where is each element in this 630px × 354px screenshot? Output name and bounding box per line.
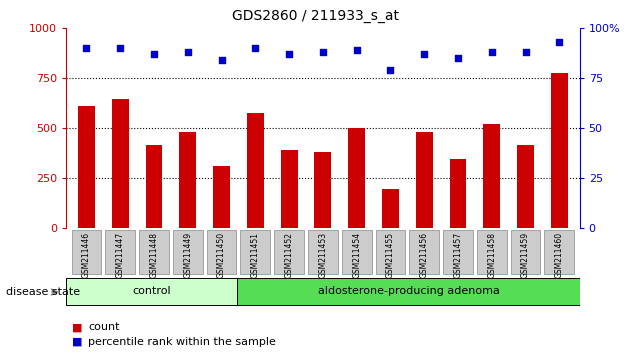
FancyBboxPatch shape	[173, 230, 203, 274]
Text: GSM211446: GSM211446	[82, 232, 91, 278]
Point	[520, 50, 530, 55]
Text: GSM211447: GSM211447	[116, 232, 125, 278]
Text: GSM211453: GSM211453	[318, 232, 328, 278]
FancyBboxPatch shape	[544, 230, 574, 274]
FancyBboxPatch shape	[410, 230, 439, 274]
Text: GSM211454: GSM211454	[352, 232, 361, 278]
Text: percentile rank within the sample: percentile rank within the sample	[88, 337, 276, 347]
Bar	[450, 159, 466, 228]
Point	[487, 50, 497, 55]
Text: control: control	[132, 286, 171, 296]
Bar	[213, 166, 230, 228]
Point	[419, 51, 429, 57]
Point	[352, 47, 362, 53]
Point	[284, 51, 294, 57]
FancyBboxPatch shape	[139, 230, 169, 274]
Point	[149, 51, 159, 57]
FancyBboxPatch shape	[238, 278, 580, 305]
Text: GSM211458: GSM211458	[487, 232, 496, 278]
Point	[217, 57, 227, 63]
FancyBboxPatch shape	[105, 230, 135, 274]
FancyBboxPatch shape	[72, 230, 101, 274]
Text: GSM211457: GSM211457	[454, 232, 462, 278]
Text: GSM211449: GSM211449	[183, 232, 192, 278]
Bar	[112, 99, 129, 228]
FancyBboxPatch shape	[443, 230, 473, 274]
FancyBboxPatch shape	[241, 230, 270, 274]
Bar	[416, 132, 433, 228]
Point	[81, 46, 91, 51]
Point	[554, 40, 564, 45]
Text: ■: ■	[72, 322, 83, 332]
Point	[318, 50, 328, 55]
Point	[115, 46, 125, 51]
FancyBboxPatch shape	[477, 230, 507, 274]
FancyBboxPatch shape	[342, 230, 372, 274]
Bar	[314, 152, 331, 228]
Bar	[280, 150, 297, 228]
Text: GSM211450: GSM211450	[217, 232, 226, 278]
Bar	[146, 145, 163, 228]
Bar	[551, 73, 568, 228]
Bar	[247, 113, 264, 228]
Text: GSM211455: GSM211455	[386, 232, 395, 278]
Point	[250, 46, 260, 51]
Text: aldosterone-producing adenoma: aldosterone-producing adenoma	[318, 286, 500, 296]
Point	[183, 50, 193, 55]
FancyBboxPatch shape	[511, 230, 541, 274]
Text: disease state: disease state	[6, 287, 81, 297]
Text: GSM211452: GSM211452	[285, 232, 294, 278]
FancyBboxPatch shape	[66, 278, 238, 305]
Text: GSM211456: GSM211456	[420, 232, 428, 278]
Bar	[382, 189, 399, 228]
Text: ■: ■	[72, 337, 83, 347]
FancyBboxPatch shape	[308, 230, 338, 274]
Text: GSM211451: GSM211451	[251, 232, 260, 278]
Bar	[517, 145, 534, 228]
Point	[453, 56, 463, 61]
Text: GSM211448: GSM211448	[149, 232, 159, 278]
Text: count: count	[88, 322, 120, 332]
Bar	[78, 106, 95, 228]
Text: GDS2860 / 211933_s_at: GDS2860 / 211933_s_at	[231, 9, 399, 23]
FancyBboxPatch shape	[274, 230, 304, 274]
Bar	[348, 129, 365, 228]
Bar	[483, 124, 500, 228]
Bar	[180, 132, 196, 228]
FancyBboxPatch shape	[375, 230, 405, 274]
Text: GSM211459: GSM211459	[521, 232, 530, 278]
Text: GSM211460: GSM211460	[555, 232, 564, 278]
FancyBboxPatch shape	[207, 230, 236, 274]
Point	[386, 68, 396, 73]
